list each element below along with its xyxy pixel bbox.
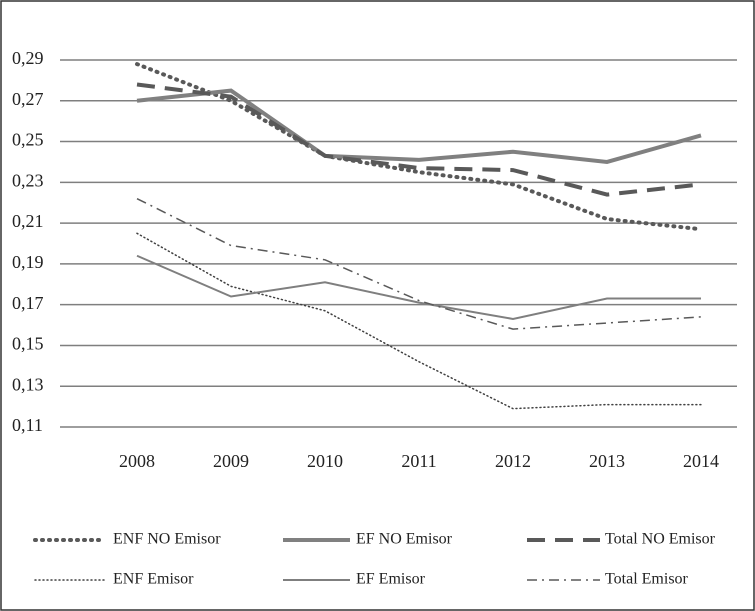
y-tick-label: 0,15 [12, 334, 44, 354]
y-tick-label: 0,29 [12, 48, 44, 68]
series-line [135, 62, 703, 232]
series-line [136, 82, 702, 197]
y-tick-label: 0,21 [12, 211, 44, 231]
x-tick-label: 2010 [307, 451, 343, 471]
x-tick-label: 2014 [683, 451, 719, 471]
x-tick-label: 2013 [589, 451, 625, 471]
y-tick-label: 0,17 [12, 293, 44, 313]
y-tick-label: 0,19 [12, 252, 44, 272]
x-tick-label: 2011 [401, 451, 436, 471]
x-tick-label: 2012 [495, 451, 531, 471]
legend-label: EF Emisor [356, 571, 426, 588]
x-tick-label: 2009 [213, 451, 249, 471]
legend-label: ENF NO Emisor [113, 531, 221, 548]
y-tick-label: 0,27 [12, 89, 44, 109]
x-tick-label: 2008 [119, 451, 155, 471]
series-line [136, 197, 702, 330]
legend-label: EF NO Emisor [356, 531, 453, 548]
legend-label: ENF Emisor [113, 571, 194, 588]
legend-label: Total NO Emisor [605, 531, 716, 548]
legend-label: Total Emisor [605, 571, 689, 588]
y-tick-label: 0,11 [12, 415, 43, 435]
y-tick-label: 0,23 [12, 170, 44, 190]
series-line [136, 232, 702, 410]
series-line [136, 88, 702, 164]
y-tick-label: 0,25 [12, 130, 44, 150]
y-tick-label: 0,13 [12, 374, 44, 394]
series-line [136, 254, 701, 320]
